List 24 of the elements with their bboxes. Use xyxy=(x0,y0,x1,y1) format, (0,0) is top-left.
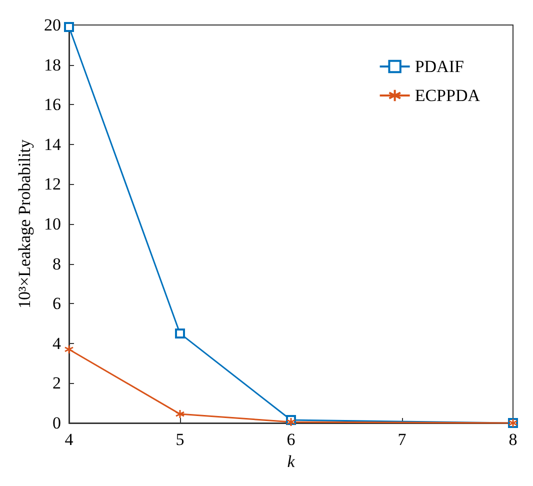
x-tick-label: 7 xyxy=(398,430,407,449)
y-tick-label: 18 xyxy=(44,55,61,74)
y-tick-label: 20 xyxy=(44,16,61,34)
x-tick-label: 6 xyxy=(286,430,296,449)
point xyxy=(175,409,185,419)
y-tick-label: 2 xyxy=(52,374,61,393)
y-tick-label: 16 xyxy=(44,95,61,114)
x-tick-label: 8 xyxy=(508,430,518,449)
x-tick-label: 5 xyxy=(176,430,184,449)
point xyxy=(64,344,74,354)
legend-label: PDAIF xyxy=(414,57,464,76)
y-tick-label: 10 xyxy=(44,214,61,234)
x-tick-label: 4 xyxy=(64,430,74,449)
legend-label: ECPPDA xyxy=(414,86,481,105)
point xyxy=(175,328,185,338)
x-axis-title: k xyxy=(287,452,296,471)
y-tick-label: 0 xyxy=(52,414,61,432)
y-tick-label: 6 xyxy=(52,294,61,314)
y-tick-label: 14 xyxy=(44,134,62,154)
y-axis-title: 10³×Leakage Probability xyxy=(15,138,34,309)
y-tick-label: 12 xyxy=(44,174,61,194)
y-tick-label: 8 xyxy=(52,254,61,274)
y-tick-label: 4 xyxy=(52,334,62,353)
point xyxy=(64,22,74,32)
